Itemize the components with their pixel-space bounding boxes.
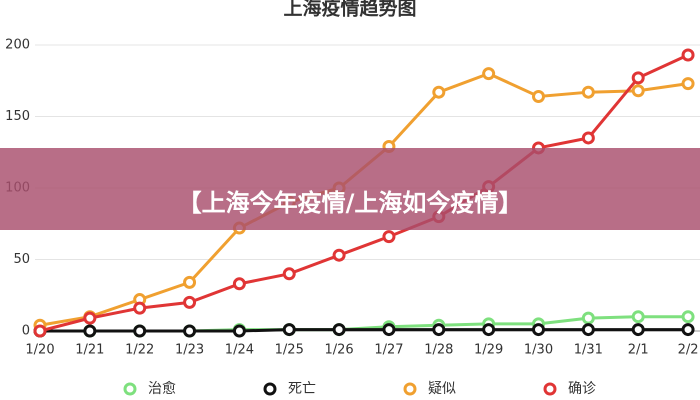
point <box>382 323 396 337</box>
point <box>282 323 296 337</box>
point <box>232 277 246 291</box>
point <box>681 77 695 91</box>
legend-label: 确诊 <box>568 381 596 397</box>
point <box>282 267 296 281</box>
legend-label: 疑似 <box>428 381 456 397</box>
point <box>482 67 496 81</box>
x-tick-label: 1/24 <box>225 343 254 358</box>
legend-marker <box>403 382 417 396</box>
legend-marker <box>123 382 137 396</box>
x-tick-label: 2/2 <box>678 343 699 358</box>
banner <box>0 148 700 230</box>
point <box>631 310 645 324</box>
series-line <box>39 53 689 333</box>
x-tick-label: 2/1 <box>628 343 649 358</box>
point <box>33 324 47 338</box>
point <box>631 323 645 337</box>
point <box>432 323 446 337</box>
point <box>631 84 645 98</box>
y-tick-label: 50 <box>13 252 30 267</box>
x-tick-label: 1/28 <box>424 343 453 358</box>
chart-title: 上海疫情趋势图 <box>283 0 416 20</box>
x-tick-label: 1/22 <box>125 343 154 358</box>
x-tick-label: 1/20 <box>25 343 54 358</box>
x-tick-label: 1/29 <box>474 343 503 358</box>
banner-text: 【上海今年疫情/上海如今疫情】 <box>178 189 523 217</box>
x-tick-label: 1/26 <box>324 343 353 358</box>
legend-label: 治愈 <box>148 381 176 397</box>
point <box>183 275 197 289</box>
point <box>83 324 97 338</box>
point <box>581 85 595 99</box>
x-tick-label: 1/30 <box>524 343 553 358</box>
x-tick-label: 1/27 <box>374 343 403 358</box>
point <box>581 131 595 145</box>
point <box>133 324 147 338</box>
x-tick-label: 1/31 <box>574 343 603 358</box>
y-tick-label: 150 <box>5 109 30 124</box>
point <box>681 48 695 62</box>
y-tick-label: 0 <box>22 324 30 339</box>
point <box>382 230 396 244</box>
point <box>232 324 246 338</box>
legend-marker <box>263 382 277 396</box>
point <box>183 324 197 338</box>
point <box>631 71 645 85</box>
point <box>532 323 545 337</box>
point <box>83 311 97 325</box>
legend-label: 死亡 <box>288 381 316 397</box>
point <box>432 85 446 99</box>
point <box>482 323 496 337</box>
series-line <box>40 328 689 333</box>
point <box>681 323 695 337</box>
point <box>681 310 695 324</box>
point <box>532 89 545 103</box>
point <box>581 311 595 325</box>
x-tick-label: 1/23 <box>175 343 204 358</box>
point <box>332 323 346 337</box>
point <box>133 301 147 315</box>
legend-marker <box>543 382 557 396</box>
x-tick-label: 1/21 <box>75 343 104 358</box>
point <box>581 323 595 337</box>
y-tick-label: 200 <box>5 38 30 53</box>
x-tick-label: 1/25 <box>275 343 304 358</box>
point <box>332 248 346 262</box>
point <box>183 295 197 309</box>
